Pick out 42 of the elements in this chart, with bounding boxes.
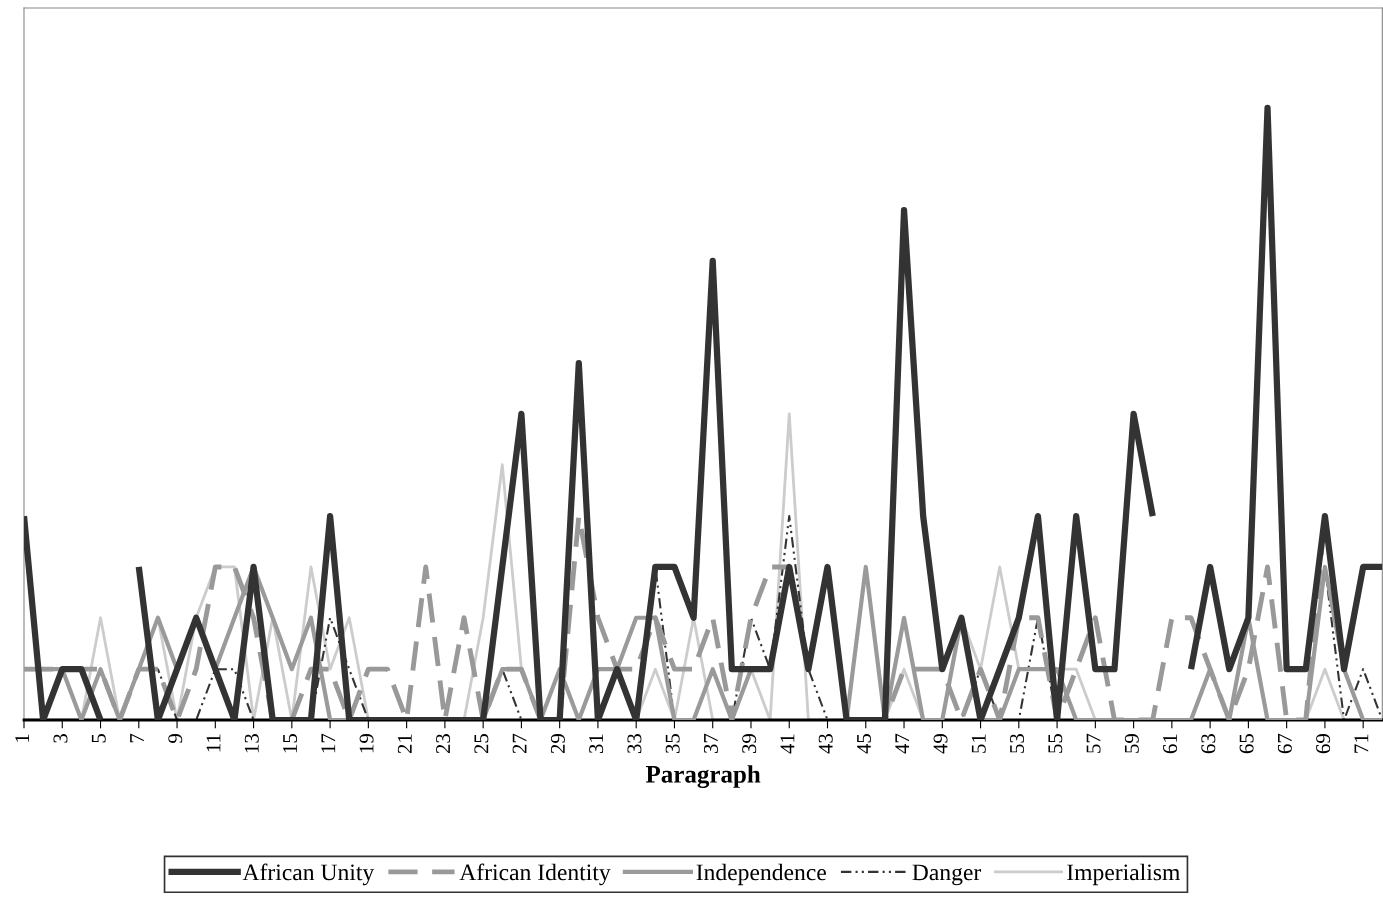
x-tick-label: 5 [91, 734, 106, 743]
x-tick-label: 59 [1124, 734, 1139, 753]
x-tick-label: 1 [15, 734, 30, 742]
x-tick-label: 27 [512, 733, 527, 754]
legend-label: Independence [696, 863, 826, 886]
x-tick-label: 69 [1316, 734, 1331, 754]
x-tick-label: 61 [1163, 734, 1178, 754]
x-tick-label: 37 [703, 733, 718, 754]
x-tick-label: 39 [742, 734, 757, 754]
x-tick-label: 63 [1201, 734, 1216, 754]
x-tick-label: 49 [933, 734, 948, 754]
x-tick-label: 55 [1048, 734, 1063, 753]
x-tick-label: 25 [474, 734, 489, 754]
x-tick-label: 21 [397, 734, 412, 754]
x-tick-label: 29 [550, 734, 565, 754]
x-tick-label: 41 [780, 734, 795, 754]
x-tick-label: 53 [1010, 734, 1025, 753]
x-tick-label: 17 [321, 733, 336, 753]
x-tick-label: 71 [1354, 734, 1369, 753]
x-tick-label: 19 [359, 734, 374, 753]
x-tick-label: 3 [53, 734, 68, 743]
x-tick-label: 35 [665, 734, 680, 754]
x-tick-label: 31 [589, 734, 604, 754]
x-tick-label: 57 [1086, 733, 1101, 753]
x-tick-label: 11 [206, 734, 221, 752]
x-tick-label: 51 [971, 734, 986, 753]
x-tick-label: 33 [627, 734, 642, 754]
legend-label: Imperialism [1067, 863, 1180, 886]
x-tick-label: 47 [895, 733, 910, 754]
x-axis-title: Paragraph [645, 765, 761, 789]
x-tick-label: 43 [818, 734, 833, 754]
legend-label: Danger [912, 864, 982, 886]
legend-label: African Unity [242, 863, 375, 886]
x-tick-label: 7 [130, 733, 144, 743]
x-tick-label: 45 [857, 734, 871, 754]
x-tick-label: 67 [1277, 733, 1292, 754]
x-tick-label: 9 [168, 734, 183, 743]
x-tick-label: 15 [283, 734, 298, 753]
legend-label: African Identity [459, 863, 611, 886]
x-tick-label: 23 [436, 734, 451, 754]
x-tick-label: 13 [244, 734, 259, 753]
x-tick-label: 65 [1239, 734, 1254, 754]
